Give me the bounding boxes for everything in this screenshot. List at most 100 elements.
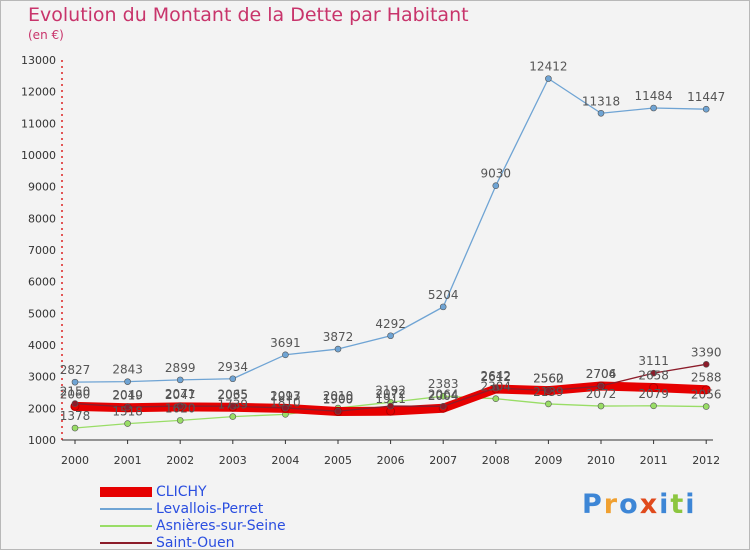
- x-tick-label: 2011: [640, 454, 668, 467]
- logo-letter: t: [670, 489, 686, 520]
- data-label: 2827: [60, 363, 91, 377]
- y-tick-label: 9000: [28, 181, 56, 194]
- x-tick-label: 2004: [271, 454, 299, 467]
- y-tick-label: 13000: [21, 54, 56, 67]
- axes: 1000 2000 3000 4000 5000 6000 7000 8000 9000 1000…: [21, 54, 720, 467]
- data-label: 11318: [582, 94, 620, 108]
- data-label: 3872: [323, 330, 354, 344]
- data-point: [545, 75, 552, 82]
- x-tick-label: 2010: [587, 454, 615, 467]
- data-label: 2035: [218, 388, 249, 402]
- data-label: 2588: [691, 371, 722, 385]
- data-point: [701, 385, 711, 395]
- data-label: 1518: [112, 405, 143, 419]
- y-tick-label: 10000: [21, 149, 56, 162]
- legend-item-levallois-perret: Levallois-Perret: [100, 500, 286, 517]
- data-point: [282, 404, 289, 412]
- legend: CLICHY Levallois-Perret Asnières-sur-Sei…: [100, 483, 286, 551]
- x-tick-label: 2000: [61, 454, 89, 467]
- data-label: 9030: [481, 167, 512, 181]
- data-label: 1739: [218, 398, 249, 412]
- data-label: 2079: [638, 387, 669, 401]
- chart-title: Evolution du Montant de la Dette par Hab…: [28, 4, 469, 26]
- x-tick-label: 2006: [377, 454, 405, 467]
- data-point: [334, 345, 342, 353]
- logo-letter: r: [603, 489, 620, 520]
- legend-swatch: [100, 486, 152, 497]
- legend-label: Levallois-Perret: [156, 500, 264, 517]
- x-tick-label: 2012: [692, 454, 720, 467]
- data-point: [439, 403, 447, 410]
- x-tick-label: 2003: [219, 454, 247, 467]
- data-label: 2019: [112, 389, 143, 403]
- y-tick-label: 3000: [28, 371, 56, 384]
- data-point: [124, 378, 131, 385]
- y-tick-label: 11000: [21, 117, 56, 130]
- data-point: [229, 402, 237, 410]
- data-point: [334, 407, 342, 415]
- data-point: [545, 400, 552, 408]
- y-tick-label: 4000: [28, 339, 56, 352]
- data-point: [229, 413, 237, 420]
- x-tick-label: 2009: [534, 454, 562, 467]
- data-point: [650, 402, 657, 410]
- data-label: 3691: [270, 336, 301, 350]
- data-label: 1911: [375, 392, 406, 406]
- data-point: [650, 369, 657, 377]
- data-point: [176, 417, 184, 424]
- data-label: 2934: [218, 360, 249, 374]
- data-point: [282, 351, 289, 359]
- legend-label: CLICHY: [156, 483, 207, 500]
- data-label: 2064: [428, 387, 459, 401]
- data-point: [597, 109, 605, 117]
- data-label: 2658: [638, 368, 669, 382]
- y-tick-label: 6000: [28, 276, 56, 289]
- legend-swatch: [100, 524, 152, 527]
- data-label: 2056: [691, 388, 722, 402]
- data-point: [387, 332, 394, 340]
- legend-item-clichy: CLICHY: [100, 483, 286, 500]
- data-point: [492, 384, 500, 392]
- data-point: [439, 303, 447, 311]
- data-point: [124, 420, 131, 427]
- x-tick-label: 2007: [429, 454, 457, 467]
- data-label: 2560: [533, 372, 564, 386]
- data-label: 1810: [270, 395, 301, 409]
- series-levallois-perret: [71, 75, 710, 386]
- x-tick-label: 2008: [482, 454, 510, 467]
- data-point: [124, 403, 131, 411]
- data-label: 1620: [165, 401, 196, 415]
- data-point: [649, 382, 659, 392]
- data-label: 2004: [428, 389, 459, 403]
- data-label: 2013: [270, 389, 301, 403]
- data-point: [492, 182, 500, 190]
- data-labels: 2060 2019 2047 2035 1997 1900 1911 2004 2612 2560…: [60, 60, 726, 423]
- data-label: 2899: [165, 361, 196, 375]
- data-label: 2383: [428, 377, 459, 391]
- data-label: 2642: [481, 369, 512, 383]
- logo-letter: x: [639, 489, 660, 520]
- y-tick-label: 12000: [21, 86, 56, 99]
- series-layer: [70, 75, 711, 432]
- data-label: 2010: [323, 389, 354, 403]
- data-label: 1378: [60, 409, 91, 423]
- y-tick-label: 1000: [28, 434, 56, 447]
- data-point: [702, 361, 710, 368]
- data-point: [71, 400, 79, 407]
- data-point: [702, 105, 710, 113]
- chart-subtitle: (en €): [28, 28, 64, 42]
- data-point: [176, 402, 184, 410]
- legend-label: Asnières-sur-Seine: [156, 517, 286, 534]
- data-label: 2612: [481, 370, 512, 384]
- data-label: 1909: [323, 392, 354, 406]
- data-label: 2304: [481, 380, 512, 394]
- data-point: [387, 402, 394, 410]
- legend-swatch: [100, 507, 152, 510]
- data-label: 3390: [691, 345, 722, 359]
- legend-item-asnieres-sur-seine: Asnières-sur-Seine: [100, 517, 286, 534]
- data-point: [176, 376, 184, 384]
- data-label: 2139: [533, 385, 564, 399]
- logo-letter: P: [582, 489, 604, 520]
